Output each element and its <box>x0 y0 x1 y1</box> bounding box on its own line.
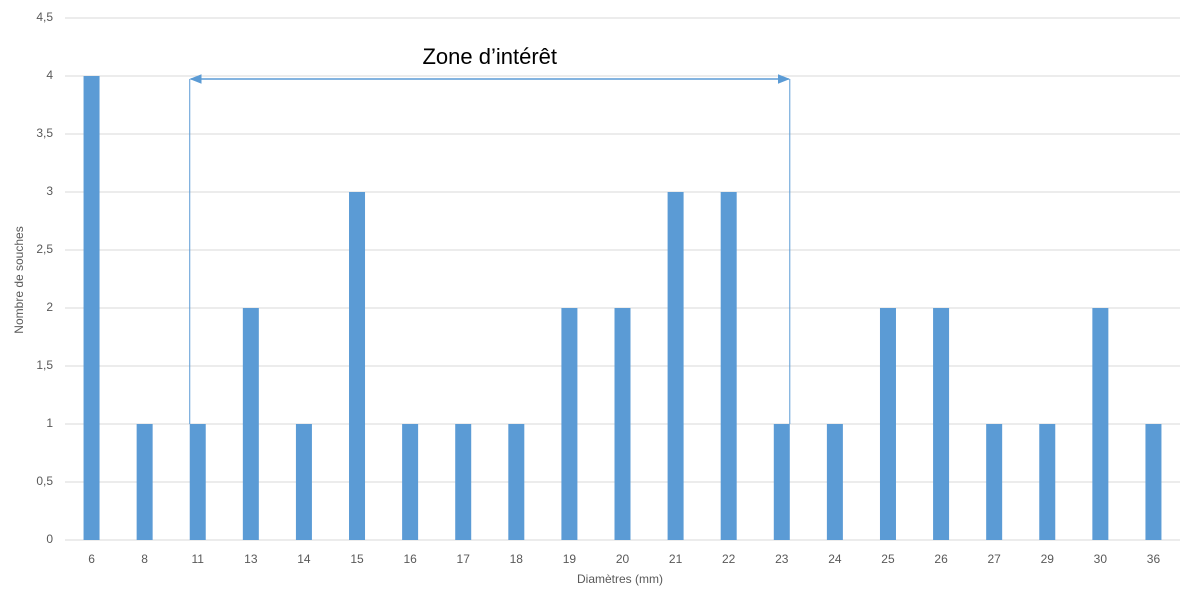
x-tick-label: 27 <box>987 552 1001 566</box>
x-tick-label: 30 <box>1094 552 1108 566</box>
bar <box>189 424 206 540</box>
y-tick-label: 3,5 <box>36 126 53 140</box>
y-tick-label: 2,5 <box>36 242 53 256</box>
bar <box>1145 424 1162 540</box>
bar <box>720 192 737 540</box>
x-tick-label: 21 <box>669 552 683 566</box>
x-tick-label: 18 <box>510 552 524 566</box>
x-tick-label: 11 <box>192 552 205 566</box>
x-tick-label: 23 <box>775 552 789 566</box>
y-tick-label: 4,5 <box>36 10 53 24</box>
bar <box>455 424 472 540</box>
x-tick-label: 25 <box>881 552 895 566</box>
x-tick-label: 19 <box>563 552 577 566</box>
bar <box>561 308 578 540</box>
x-tick-label: 29 <box>1041 552 1055 566</box>
y-tick-label: 0 <box>46 532 53 546</box>
y-tick-label: 0,5 <box>36 474 53 488</box>
x-tick-label: 16 <box>403 552 417 566</box>
bar <box>242 308 259 540</box>
x-tick-label: 26 <box>934 552 948 566</box>
bar <box>349 192 366 540</box>
bar <box>508 424 525 540</box>
x-tick-label: 22 <box>722 552 736 566</box>
x-tick-label: 13 <box>244 552 258 566</box>
y-tick-label: 1 <box>46 416 53 430</box>
bar <box>879 308 896 540</box>
bar <box>1039 424 1056 540</box>
y-tick-label: 4 <box>46 68 53 82</box>
x-tick-label: 36 <box>1147 552 1161 566</box>
y-tick-label: 3 <box>46 184 53 198</box>
bar <box>1092 308 1109 540</box>
bar <box>773 424 790 540</box>
bar <box>136 424 153 540</box>
annotation: Zone d’intérêt <box>422 44 557 69</box>
bar <box>826 424 843 540</box>
bar <box>933 308 950 540</box>
bar <box>295 424 312 540</box>
bar <box>614 308 631 540</box>
x-tick-label: 6 <box>88 552 95 566</box>
y-tick-label: 2 <box>46 300 53 314</box>
x-tick-label: 24 <box>828 552 842 566</box>
y-tick-label: 1,5 <box>36 358 53 372</box>
y-axis-title: Nombre de souches <box>12 226 26 333</box>
x-tick-label: 8 <box>141 552 148 566</box>
bar <box>83 76 100 540</box>
x-tick-label: 15 <box>350 552 364 566</box>
bar <box>402 424 419 540</box>
x-axis-title: Diamètres (mm) <box>577 572 663 586</box>
bar <box>667 192 684 540</box>
x-tick-label: 20 <box>616 552 630 566</box>
x-tick-label: 14 <box>297 552 311 566</box>
x-tick-label: 17 <box>457 552 471 566</box>
bar <box>986 424 1003 540</box>
